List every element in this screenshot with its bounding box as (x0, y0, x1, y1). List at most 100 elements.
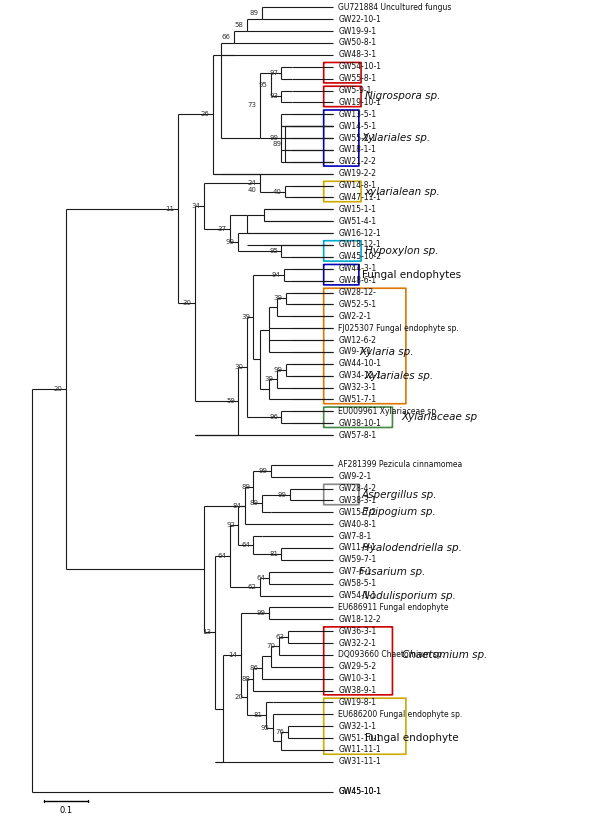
Text: 99: 99 (226, 239, 235, 245)
Text: GW55-2-1: GW55-2-1 (338, 133, 376, 142)
Text: 0.1: 0.1 (59, 806, 73, 815)
Text: GW51-10-1: GW51-10-1 (338, 734, 381, 743)
Text: GW48-6-1: GW48-6-1 (338, 276, 376, 285)
Text: 20: 20 (235, 694, 244, 700)
Text: 39: 39 (265, 376, 274, 382)
Text: GW14-8-1: GW14-8-1 (338, 181, 376, 190)
Text: Fungal endophytes: Fungal endophytes (362, 270, 461, 279)
Text: GW19-8-1: GW19-8-1 (338, 698, 376, 707)
Text: GW44-3-1: GW44-3-1 (338, 264, 376, 273)
Text: 58: 58 (235, 22, 244, 28)
Text: 88: 88 (241, 676, 250, 682)
Text: GW13-5-1: GW13-5-1 (338, 109, 376, 118)
Text: AF281399 Pezicula cinnamomea: AF281399 Pezicula cinnamomea (338, 460, 462, 469)
Text: GW28-12-: GW28-12- (338, 288, 376, 297)
Text: 92: 92 (226, 522, 235, 529)
Text: GW18-12-1: GW18-12-1 (338, 240, 381, 249)
Text: GW59-7-1: GW59-7-1 (338, 556, 376, 565)
Text: 11: 11 (165, 206, 175, 212)
Text: GU721884 Uncultured fungus: GU721884 Uncultured fungus (338, 2, 451, 11)
Text: Nigrospora sp.: Nigrospora sp. (365, 92, 440, 101)
Text: GW54-1-1: GW54-1-1 (338, 591, 376, 600)
Text: FJ025307 Fungal endophyte sp.: FJ025307 Fungal endophyte sp. (338, 324, 459, 333)
Text: 89: 89 (250, 501, 259, 507)
Text: 64: 64 (256, 574, 265, 581)
Text: 30: 30 (183, 301, 192, 306)
Text: 39: 39 (273, 296, 282, 301)
Text: 62: 62 (248, 583, 256, 590)
Text: GW15-7-2: GW15-7-2 (338, 508, 376, 517)
Text: 30: 30 (235, 364, 244, 370)
Text: GW38-9-1: GW38-9-1 (338, 686, 376, 695)
Text: 37: 37 (218, 225, 226, 232)
Text: Hyalodendriella sp.: Hyalodendriella sp. (362, 543, 462, 553)
Text: 76: 76 (276, 729, 284, 735)
Text: GW32-2-1: GW32-2-1 (338, 639, 376, 648)
Text: GW9-2-1: GW9-2-1 (338, 472, 371, 481)
Text: EU009961 Xylariaceae sp: EU009961 Xylariaceae sp (338, 407, 436, 416)
Text: 26: 26 (200, 111, 209, 118)
Text: EU686200 Fungal endophyte sp.: EU686200 Fungal endophyte sp. (338, 710, 462, 719)
Text: GW14-5-1: GW14-5-1 (338, 122, 376, 131)
Text: xylarialean sp.: xylarialean sp. (365, 186, 441, 197)
Text: GW31-11-1: GW31-11-1 (338, 757, 381, 766)
Text: 73: 73 (247, 102, 256, 109)
Text: GW36-3-1: GW36-3-1 (338, 627, 376, 636)
Text: 63: 63 (276, 634, 284, 640)
Text: Hypoxylon sp.: Hypoxylon sp. (365, 246, 438, 256)
Text: GW12-6-2: GW12-6-2 (338, 336, 376, 345)
Text: GW52-5-1: GW52-5-1 (338, 300, 376, 309)
Text: 97: 97 (269, 69, 278, 76)
Text: Xylariales sp.: Xylariales sp. (362, 133, 431, 143)
Text: 13: 13 (202, 629, 211, 636)
Text: GW18-12-2: GW18-12-2 (338, 614, 381, 623)
Text: 95: 95 (261, 725, 270, 730)
Text: GW16-12-1: GW16-12-1 (338, 229, 381, 238)
Text: 34: 34 (191, 203, 201, 208)
Text: GW45-10-1: GW45-10-1 (338, 787, 381, 796)
Text: 81: 81 (269, 551, 278, 557)
Text: GW45-10-1: GW45-10-1 (338, 787, 381, 796)
Text: GW47-11-1: GW47-11-1 (338, 193, 381, 202)
Text: GW28-4-2: GW28-4-2 (338, 484, 376, 493)
Text: 24: 24 (248, 180, 256, 185)
Text: 89: 89 (241, 484, 250, 490)
Text: GW18-1-1: GW18-1-1 (338, 145, 376, 154)
Text: 89: 89 (250, 11, 259, 16)
Text: 94: 94 (271, 272, 280, 278)
Text: 89: 89 (273, 141, 281, 147)
Text: GW21-2-2: GW21-2-2 (338, 158, 376, 167)
Text: 64: 64 (218, 553, 226, 559)
Text: 86: 86 (250, 664, 259, 671)
Text: Xylaria sp.: Xylaria sp. (359, 347, 414, 357)
Text: Aspergillus sp.: Aspergillus sp. (362, 489, 438, 499)
Text: GW45-10-2: GW45-10-2 (338, 252, 381, 261)
Text: 59: 59 (226, 398, 235, 404)
Text: Fungal endophyte: Fungal endophyte (365, 733, 458, 743)
Text: GW11-11-1: GW11-11-1 (338, 745, 381, 754)
Text: 20: 20 (54, 386, 62, 392)
Text: 81: 81 (254, 712, 263, 718)
Text: GW19-9-1: GW19-9-1 (338, 27, 376, 36)
Text: 99: 99 (278, 492, 287, 498)
Text: GW48-3-1: GW48-3-1 (338, 51, 376, 60)
Text: 40: 40 (248, 187, 256, 194)
Text: GW51-7-1: GW51-7-1 (338, 395, 376, 404)
Text: EU686911 Fungal endophyte: EU686911 Fungal endophyte (338, 603, 449, 612)
Text: 96: 96 (269, 414, 278, 420)
Text: GW22-10-1: GW22-10-1 (338, 15, 381, 24)
Text: 99: 99 (269, 135, 278, 141)
Text: GW19-10-1: GW19-10-1 (338, 98, 381, 107)
Text: GW29-5-2: GW29-5-2 (338, 663, 376, 672)
Text: 14: 14 (228, 652, 237, 659)
Text: Nodulisporium sp.: Nodulisporium sp. (362, 591, 456, 600)
Text: GW54-10-1: GW54-10-1 (338, 62, 381, 71)
Text: 93: 93 (269, 93, 278, 100)
Text: GW9-7-1: GW9-7-1 (338, 347, 371, 356)
Text: GW7-8-1: GW7-8-1 (338, 532, 371, 541)
Text: Chaetomium sp.: Chaetomium sp. (402, 650, 487, 660)
Text: GW7-6-1: GW7-6-1 (338, 567, 371, 576)
Text: GW55-8-1: GW55-8-1 (338, 74, 376, 83)
Text: GW44-10-1: GW44-10-1 (338, 359, 381, 368)
Text: DQ093660 Chaetomium sp.: DQ093660 Chaetomium sp. (338, 650, 444, 659)
